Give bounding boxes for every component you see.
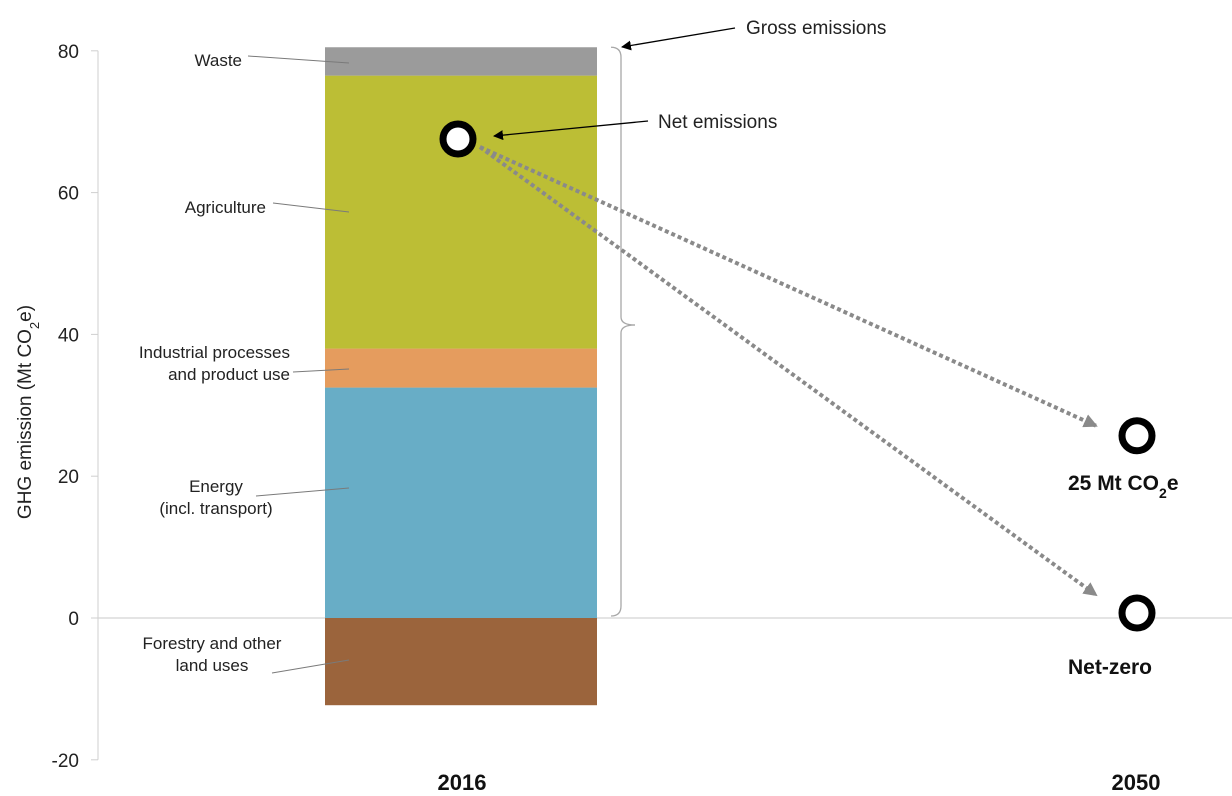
y-tick-label: 0 [68, 609, 79, 630]
net-emissions-2016-marker [439, 120, 477, 158]
y-tick-label: -20 [52, 751, 79, 772]
y-axis-title-subscript: 2 [27, 322, 42, 329]
target-2050-label: 25 Mt CO2e [1068, 472, 1179, 501]
trajectory-arrows [478, 145, 1098, 597]
net-emissions-label: Net emissions [658, 112, 777, 133]
emission-markers [439, 120, 1156, 632]
emission-brackets [610, 46, 636, 617]
y-tick-label: 20 [58, 467, 79, 488]
trajectory-arrow [478, 145, 1098, 597]
segment-label-line: Forestry and other [143, 634, 282, 653]
target-label-main: Net-zero [1068, 656, 1152, 679]
y-axis: -20 0 20 40 60 80 [52, 42, 99, 772]
leader-line [271, 659, 350, 674]
leader-line [255, 487, 350, 497]
segment-label-agriculture: Agriculture [185, 198, 350, 217]
segment-label-line: Industrial processes [139, 343, 290, 362]
segment-label-line: Waste [194, 51, 242, 70]
net-emissions-arrow [493, 120, 649, 141]
target-2050-marker [1118, 594, 1156, 632]
leader-line [247, 55, 350, 64]
segment-label-waste: Waste [194, 51, 350, 70]
category-label-2050: 2050 [1112, 770, 1161, 795]
leader-line [272, 202, 350, 213]
target-label-main: 25 Mt CO [1068, 472, 1159, 495]
target-label-end: e [1167, 472, 1179, 495]
bracket-upper [610, 46, 636, 326]
target-2050-label: Net-zero [1068, 656, 1152, 679]
bar-segment-waste [325, 47, 597, 76]
y-axis-title: GHG emission (Mt CO2e) [15, 305, 42, 519]
y-tick-label: 80 [58, 42, 79, 63]
annotations: Gross emissions Net emissions 25 Mt CO2e Ne… [493, 18, 1179, 679]
gross-emissions-label: Gross emissions [746, 18, 886, 39]
segment-label-energy-incl-transport-: Energy (incl. transport) [159, 477, 350, 518]
segment-label-line: and product use [168, 365, 290, 384]
y-tick-label: 40 [58, 325, 79, 346]
target-2050-marker [1118, 417, 1156, 455]
y-axis-title-end: e) [15, 305, 36, 322]
segment-label-line: Energy [189, 477, 243, 496]
segment-label-forestry-and-other-land-uses: Forestry and other land uses [143, 634, 350, 675]
segment-label-line: (incl. transport) [159, 499, 272, 518]
target-label-subscript: 2 [1159, 485, 1167, 501]
bar-segment-energy-incl-transport- [325, 387, 597, 618]
segment-label-line: land uses [176, 656, 249, 675]
bar-segment-agriculture [325, 75, 597, 349]
y-axis-title-main: GHG emission (Mt CO [15, 329, 36, 519]
y-tick-label: 60 [58, 184, 79, 205]
segment-label-line: Agriculture [185, 198, 266, 217]
bar-segment-industrial-processes-and-product-use [325, 348, 597, 388]
gross-emissions-arrow [621, 27, 736, 51]
segment-label-industrial-processes-and-product-use: Industrial processes and product use [139, 343, 350, 384]
bar-segment-forestry-and-other-land-uses [325, 618, 597, 706]
segment-labels: Forestry and other land uses Energy (incl. … [139, 51, 350, 675]
trajectory-arrow [479, 145, 1098, 428]
leader-line [292, 368, 350, 373]
bracket-lower [610, 324, 636, 617]
category-label-2016: 2016 [438, 770, 487, 795]
x-category-labels: 2016 2050 [438, 770, 1161, 795]
